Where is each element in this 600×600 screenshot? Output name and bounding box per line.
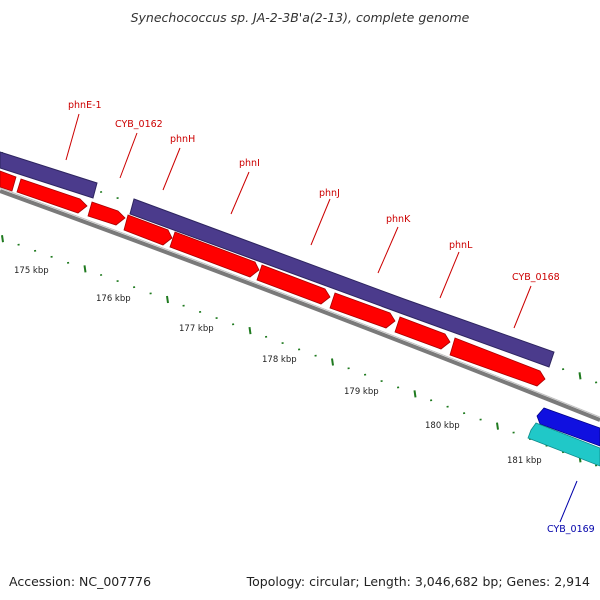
tick-major (496, 422, 499, 430)
label-leaders (65, 113, 578, 523)
operon-blocks (0, 151, 555, 368)
scale-label-175: 175 kbp (14, 266, 49, 276)
tick-major (166, 295, 169, 304)
tick-major (1, 235, 4, 243)
genome-backbone (0, 189, 600, 422)
gene-arrow-phnL[interactable] (394, 316, 451, 350)
tick-major (578, 372, 582, 380)
scale-label-181: 181 kbp (507, 456, 542, 466)
scale-label-179: 179 kbp (344, 387, 379, 397)
gene-label-CYB_0169: CYB_0169 (547, 524, 595, 535)
gene-labels: phnE-1 CYB_0162 phnH phnI phnJ phnK phnL… (68, 100, 595, 535)
tick-major (331, 358, 334, 366)
gene-arrow-phnH[interactable] (123, 214, 173, 246)
accession-text: Accession: NC_007776 (9, 574, 152, 589)
gene-label-phnE-1: phnE-1 (68, 100, 102, 111)
operon-block-left[interactable] (0, 151, 98, 199)
gene-label-phnK: phnK (386, 214, 411, 225)
operon-block-main[interactable] (129, 198, 555, 368)
scale-label-176: 176 kbp (96, 294, 131, 304)
gene-arrow-phnJ[interactable] (256, 264, 331, 305)
gene-arrow-CYB_0169[interactable] (527, 422, 600, 467)
tick-major (413, 390, 417, 398)
gene-arrow-phnE-1[interactable] (0, 170, 17, 192)
tick-major (248, 326, 252, 335)
gene-label-phnI: phnI (239, 158, 260, 169)
gene-arrow-phnI[interactable] (169, 231, 260, 278)
gene-label-phnL: phnL (449, 240, 473, 251)
tick-row-lower (1, 235, 598, 467)
gene-arrow-CYB_0162[interactable] (87, 201, 126, 226)
gene-arrow-phnK[interactable] (329, 292, 396, 329)
genome-summary-text: Topology: circular; Length: 3,046,682 bp… (246, 574, 590, 589)
map-title: Synechococcus sp. JA-2-3B'a(2-13), compl… (130, 10, 470, 25)
gene-arrow-fwd-1[interactable] (16, 178, 88, 214)
scale-label-180: 180 kbp (425, 421, 460, 431)
gene-arrow-reverse-dark[interactable] (536, 407, 600, 447)
forward-genes (0, 170, 546, 387)
gene-arrow-CYB_0168[interactable] (449, 337, 546, 387)
genome-backbone-light (0, 187, 600, 418)
gene-label-phnH: phnH (170, 134, 195, 145)
gene-label-CYB_0168: CYB_0168 (512, 272, 560, 283)
gene-label-CYB_0162: CYB_0162 (115, 119, 163, 130)
scale-label-177: 177 kbp (179, 324, 214, 334)
reverse-genes (527, 407, 600, 467)
tick-major (83, 265, 87, 273)
gene-label-phnJ: phnJ (319, 188, 340, 199)
scale-labels: 175 kbp 176 kbp 177 kbp 178 kbp 179 kbp … (14, 266, 542, 466)
scale-label-178: 178 kbp (262, 355, 297, 365)
